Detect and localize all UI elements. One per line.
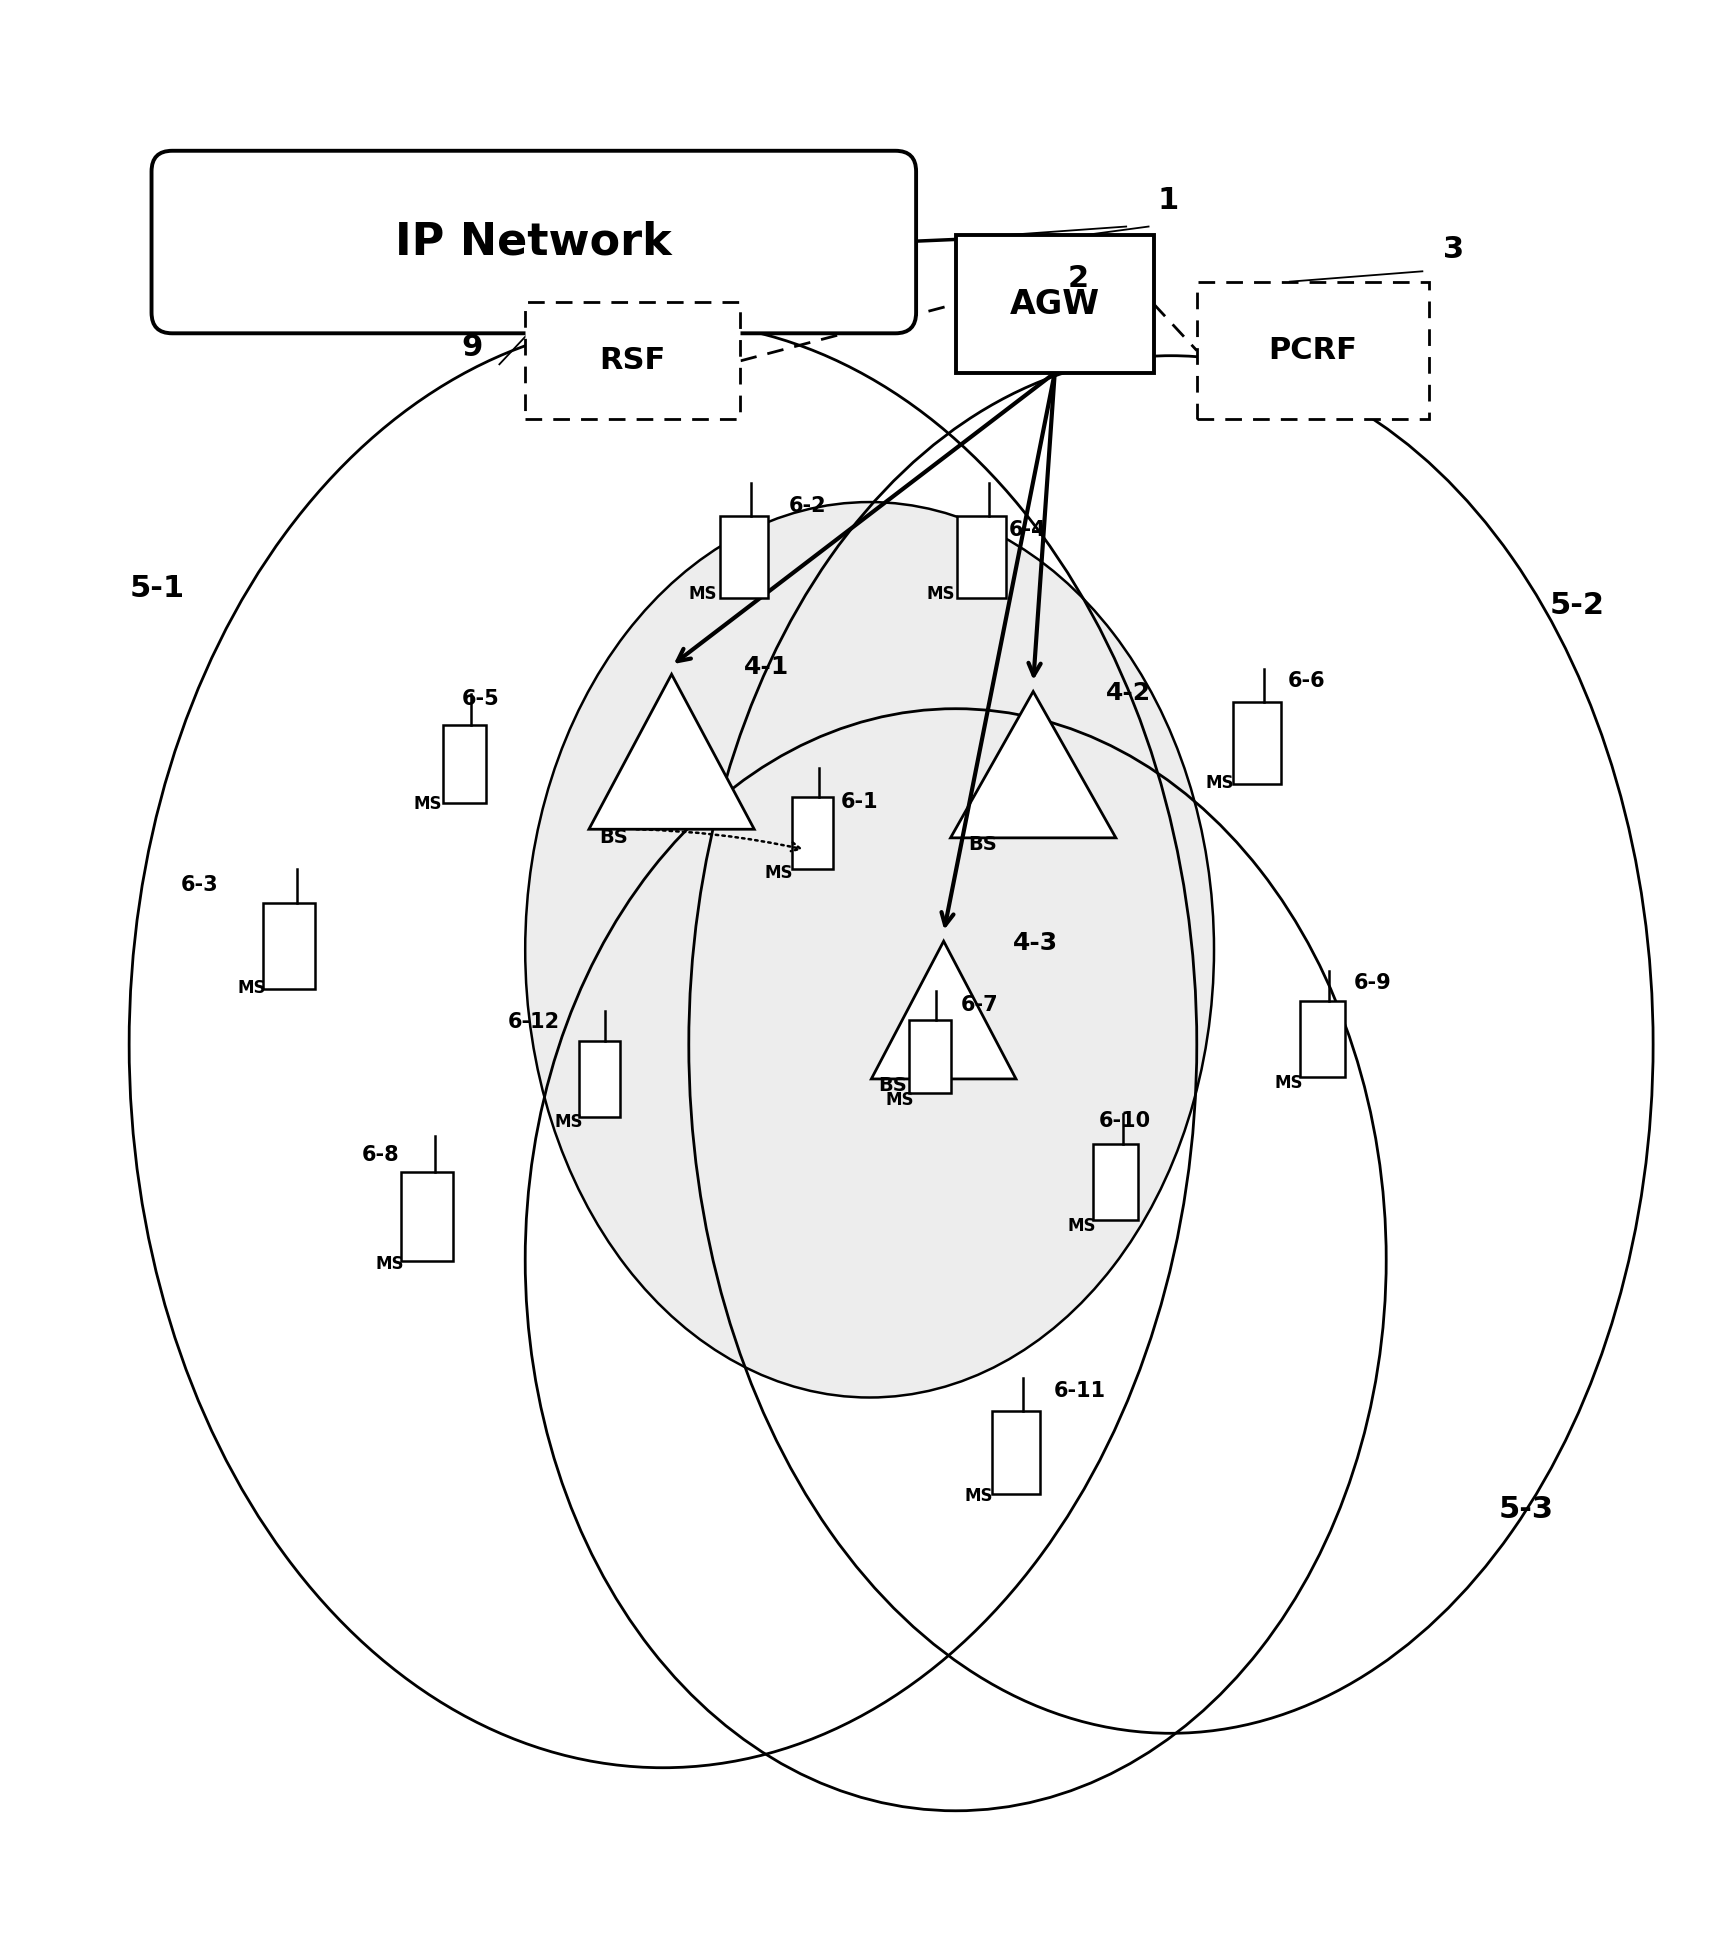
Text: 4-2: 4-2: [1106, 681, 1150, 706]
Text: 6-4: 6-4: [1009, 520, 1047, 540]
Text: BS: BS: [878, 1075, 907, 1095]
Text: 9: 9: [461, 333, 482, 362]
Bar: [720, 516, 768, 598]
Text: BS: BS: [968, 835, 997, 855]
Text: 6-1: 6-1: [840, 793, 878, 812]
Bar: [1093, 1145, 1138, 1220]
Bar: [401, 1172, 453, 1261]
Polygon shape: [589, 675, 754, 830]
Text: MS: MS: [1068, 1216, 1097, 1234]
Text: 2: 2: [1068, 263, 1088, 292]
Text: MS: MS: [885, 1091, 914, 1108]
Text: 6-11: 6-11: [1054, 1381, 1106, 1400]
Bar: [1197, 282, 1429, 420]
Text: MS: MS: [1274, 1073, 1304, 1093]
Text: 6-5: 6-5: [461, 689, 499, 708]
Bar: [956, 236, 1154, 373]
Bar: [579, 1040, 620, 1116]
Text: MS: MS: [926, 584, 956, 603]
Bar: [1300, 1002, 1345, 1077]
Text: 5-2: 5-2: [1550, 592, 1605, 621]
Text: IP Network: IP Network: [396, 220, 672, 263]
Text: RSF: RSF: [599, 346, 666, 375]
Text: MS: MS: [554, 1114, 584, 1131]
Text: MS: MS: [689, 584, 718, 603]
Text: 4-1: 4-1: [744, 656, 789, 679]
Bar: [1233, 702, 1281, 785]
Text: 6-6: 6-6: [1288, 671, 1326, 692]
Text: 6-3: 6-3: [181, 874, 219, 895]
Ellipse shape: [525, 503, 1214, 1398]
Bar: [525, 302, 740, 420]
Text: 1: 1: [1157, 186, 1178, 215]
Text: 6-2: 6-2: [789, 495, 827, 516]
Polygon shape: [871, 942, 1016, 1079]
Text: MS: MS: [964, 1487, 994, 1505]
Text: 5-1: 5-1: [129, 574, 184, 603]
Text: 3: 3: [1443, 234, 1464, 263]
FancyBboxPatch shape: [152, 151, 916, 333]
Text: MS: MS: [375, 1255, 405, 1273]
Text: BS: BS: [599, 828, 629, 847]
Text: AGW: AGW: [1009, 288, 1100, 321]
Text: MS: MS: [238, 979, 267, 998]
Text: 6-12: 6-12: [508, 1011, 560, 1033]
Text: 5-3: 5-3: [1498, 1495, 1553, 1524]
Text: 6-9: 6-9: [1353, 973, 1391, 992]
Bar: [792, 797, 833, 868]
Text: MS: MS: [765, 864, 794, 882]
Bar: [909, 1021, 951, 1093]
Text: 6-7: 6-7: [961, 996, 999, 1015]
Bar: [992, 1412, 1040, 1493]
Text: 6-8: 6-8: [362, 1145, 400, 1164]
Text: PCRF: PCRF: [1269, 337, 1357, 366]
Polygon shape: [951, 692, 1116, 837]
Text: MS: MS: [1205, 774, 1235, 793]
Bar: [263, 903, 315, 990]
Text: MS: MS: [413, 795, 443, 812]
Text: 4-3: 4-3: [1013, 930, 1057, 955]
Text: 6-10: 6-10: [1099, 1110, 1150, 1131]
Bar: [957, 516, 1006, 598]
Bar: [444, 725, 487, 803]
